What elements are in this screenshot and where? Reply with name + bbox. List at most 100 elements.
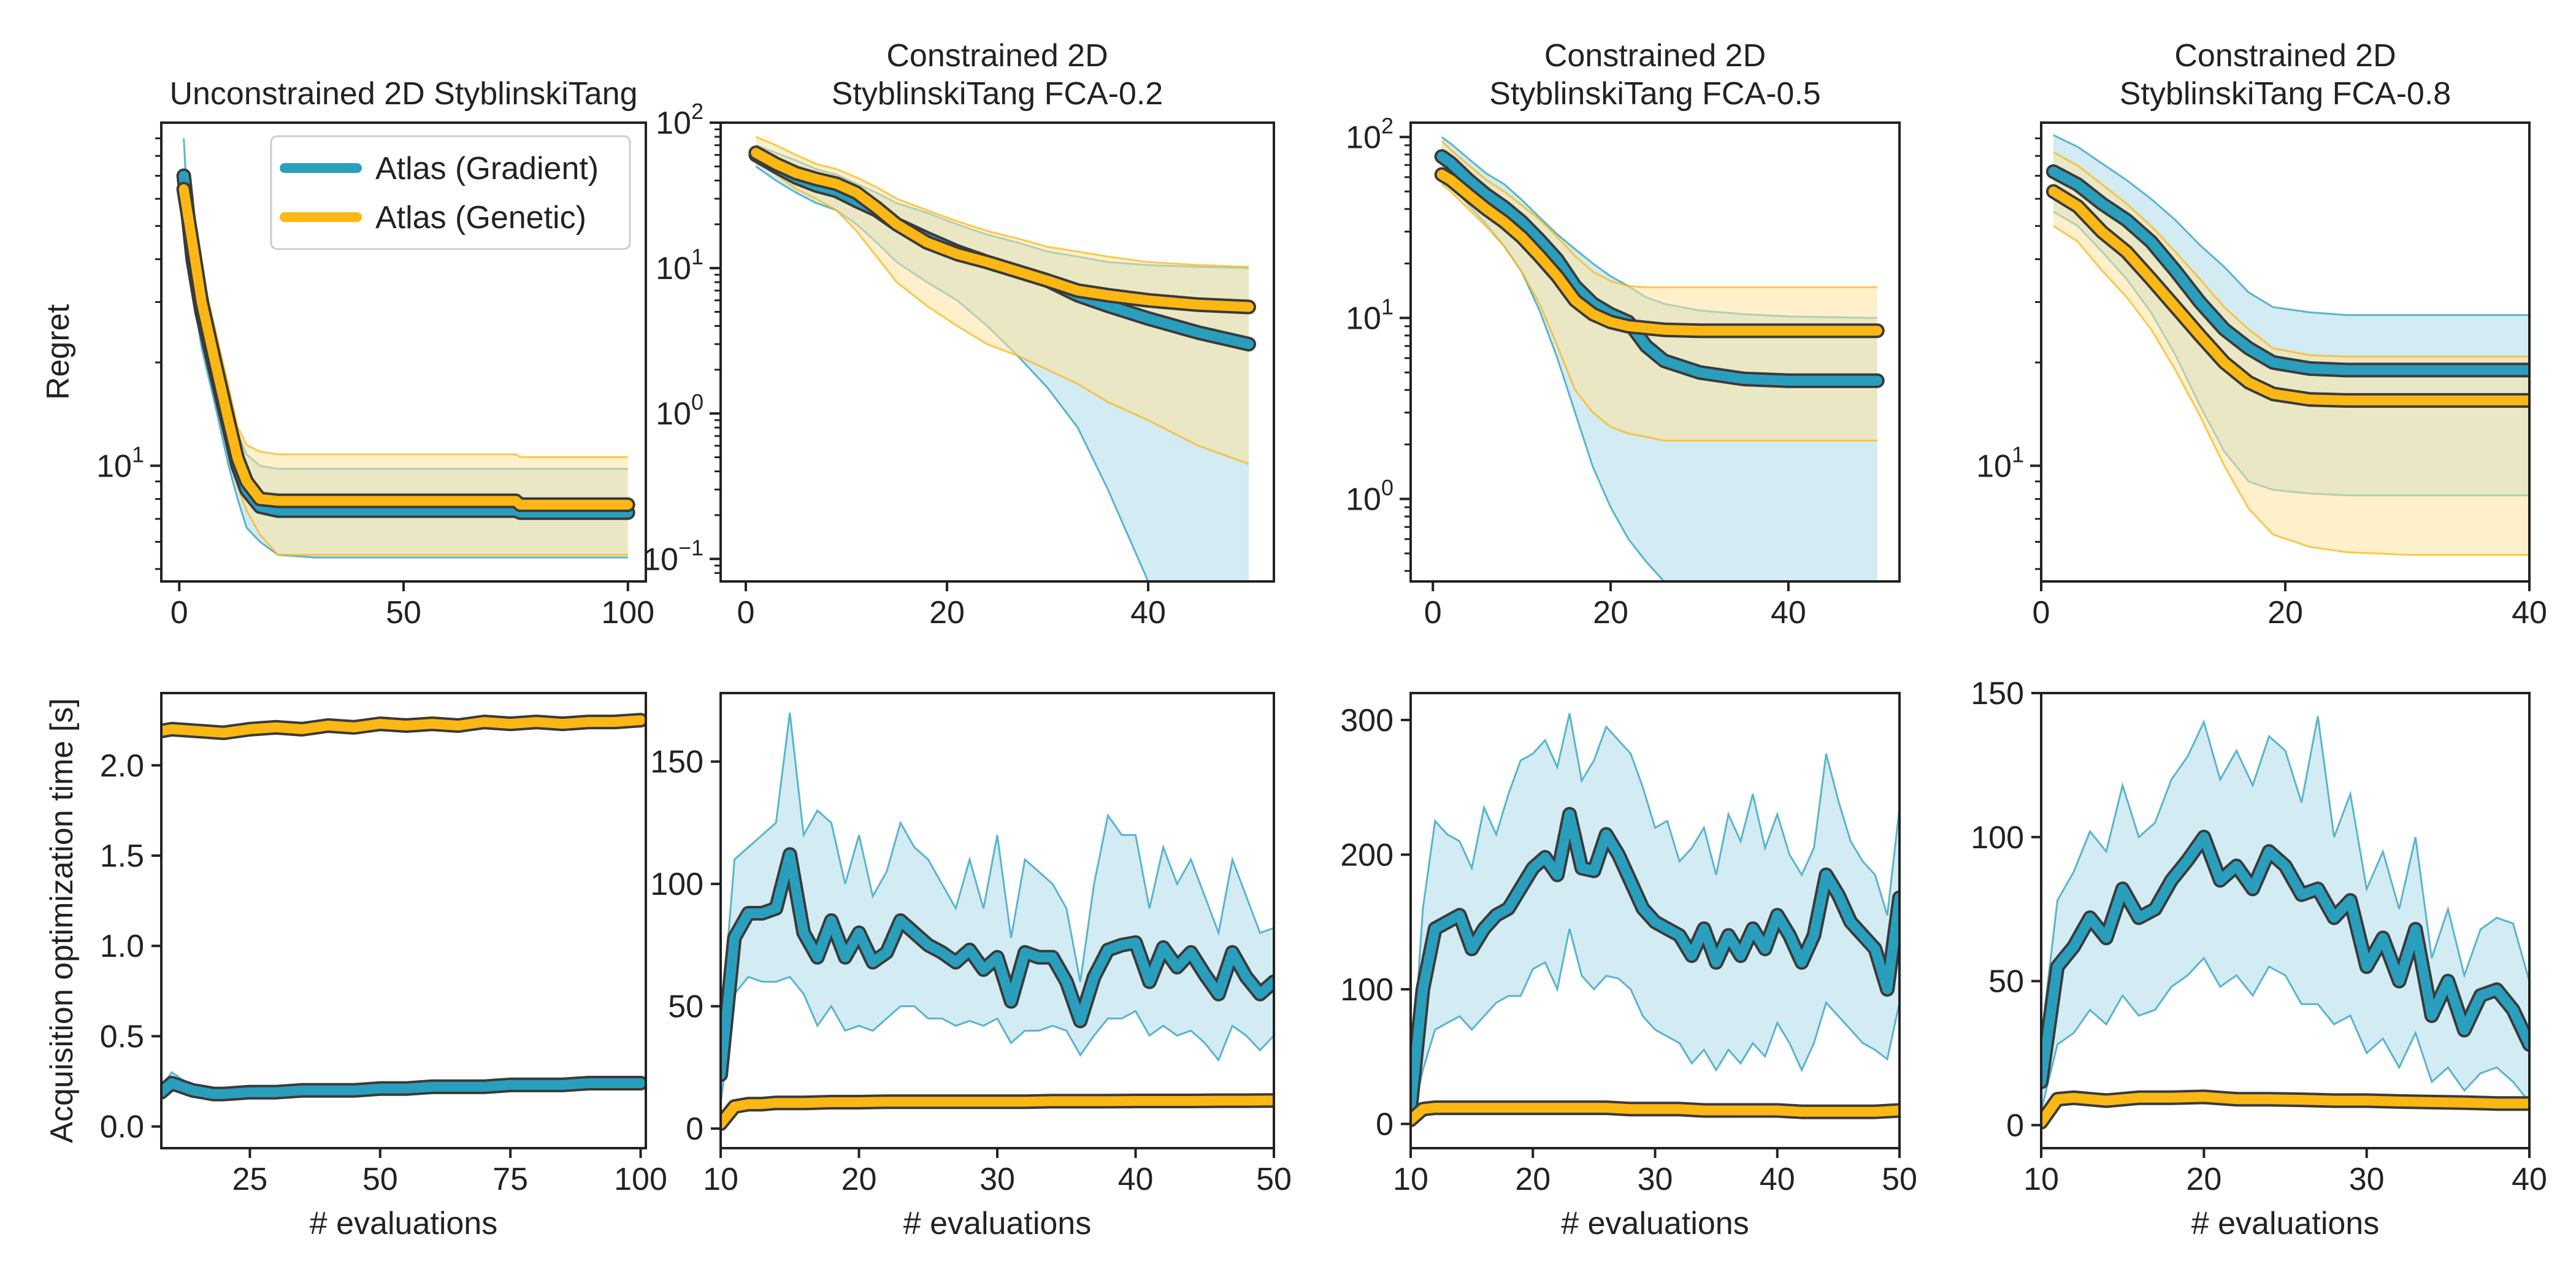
legend: Atlas (Gradient) Atlas (Genetic): [270, 135, 631, 250]
series-line-genetic: [751, 148, 1254, 312]
band-upper-edge: [1411, 713, 1899, 1091]
x-tick-label: 30: [1638, 1162, 1673, 1197]
x-tick-label: 40: [2512, 1162, 2547, 1197]
band-lower-edge: [721, 976, 1274, 1105]
y-tick-label: 50: [668, 989, 703, 1025]
y-tick-label: 101: [1346, 294, 1393, 336]
y-tick-label: 0.5: [100, 1019, 144, 1054]
series-line-gradient: [1411, 809, 1899, 1113]
y-tick-label: 100: [1346, 475, 1393, 517]
x-tick-label: 0: [737, 595, 755, 631]
x-tick-label: 40: [1771, 595, 1806, 631]
x-tick-label: 40: [1760, 1162, 1795, 1197]
y-axis-label: Acquisition optimization time [s]: [44, 698, 80, 1143]
subplot-7: 10 20 30 40 50 0 100 200 300 # evaluations: [1340, 692, 1917, 1241]
x-tick-label: 20: [841, 1162, 877, 1197]
subplot-title: StyblinskiTang FCA-0.2: [832, 76, 1163, 112]
subplot-title: Constrained 2D: [1544, 38, 1766, 74]
band-lower-edge: [1411, 928, 1899, 1124]
plot-area: [1434, 136, 1885, 581]
plot-area: [2045, 134, 2529, 556]
band-genetic: [1441, 140, 1877, 441]
band-genetic: [183, 175, 628, 555]
series-line-genetic: [161, 715, 646, 738]
band-upper-edge: [2053, 134, 2529, 316]
x-tick-label: 0: [2033, 595, 2050, 631]
subplot-3: 0 20 40 100 101 102 Constrained 2DStyblinskiTa…: [1346, 38, 1901, 631]
plot-area: [748, 136, 1256, 581]
y-tick-label: 100: [650, 867, 703, 902]
x-tick-label: 50: [362, 1162, 398, 1197]
subplot-2: 0 20 40 10−1 100 101 102 Constrained 2DStyblins…: [643, 38, 1275, 631]
band-genetic: [2053, 152, 2529, 555]
x-axis-label: # evaluations: [2191, 1206, 2379, 1241]
band-upper-edge: [2053, 151, 2529, 358]
series-line-genetic: [178, 184, 633, 510]
x-tick-label: 50: [1256, 1162, 1292, 1197]
band-gradient: [721, 712, 1274, 1105]
y-tick-label: 0: [1376, 1106, 1393, 1142]
subplot-title: StyblinskiTang FCA-0.5: [1489, 76, 1820, 112]
y-tick-label: 0: [2006, 1108, 2024, 1143]
band-gradient: [756, 145, 1249, 581]
subplot-1: 0 50 100 101 Unconstrained 2D StyblinskiTang…: [40, 76, 654, 631]
subplot-8: 10 20 30 40 0 50 100 150 # evaluations: [1971, 676, 2547, 1241]
y-tick-label: 300: [1340, 703, 1393, 738]
series-line-gradient: [2048, 166, 2529, 375]
band-lower-edge: [1441, 183, 1877, 442]
subplot-title: Unconstrained 2D StyblinskiTang: [169, 76, 637, 112]
x-axis-label: # evaluations: [1561, 1206, 1749, 1241]
legend-box: [270, 135, 631, 250]
y-tick-label: 0.0: [100, 1110, 144, 1145]
band-lower-edge: [755, 159, 1249, 465]
band-lower-edge: [2041, 956, 2529, 1111]
x-tick-label: 75: [493, 1162, 528, 1197]
band-upper-edge: [721, 712, 1274, 1031]
subplot-title: StyblinskiTang FCA-0.8: [2120, 76, 2451, 112]
x-tick-label: 30: [2349, 1162, 2385, 1197]
plot-area: [161, 713, 646, 1102]
axes-frame: [160, 692, 647, 1149]
plot-area: [721, 712, 1274, 1132]
y-tick-label: 102: [656, 99, 703, 141]
x-axis-label: # evaluations: [903, 1206, 1091, 1241]
y-tick-label: 100: [656, 389, 703, 432]
y-axis-label: Regret: [40, 304, 76, 400]
series-line-gradient: [2041, 832, 2529, 1087]
axes-frame: [1409, 121, 1901, 583]
y-tick-label: 150: [650, 745, 703, 780]
x-tick-label: 25: [232, 1162, 267, 1197]
x-tick-label: 20: [2186, 1162, 2221, 1197]
y-tick-label: 1.0: [100, 929, 144, 964]
band-lower-edge: [183, 138, 628, 559]
y-tick-label: 100: [1340, 972, 1393, 1008]
x-tick-label: 100: [614, 1162, 667, 1197]
band-gradient: [2041, 716, 2529, 1111]
band-lower-edge: [2053, 225, 2529, 556]
y-tick-label: 101: [1976, 442, 2024, 484]
x-tick-label: 20: [2267, 595, 2303, 631]
band-upper-edge: [1441, 140, 1877, 288]
y-tick-label: 102: [1346, 113, 1393, 155]
x-tick-label: 10: [2023, 1162, 2059, 1197]
series-line-genetic: [1436, 169, 1882, 336]
x-tick-label: 10: [1393, 1162, 1428, 1197]
y-tick-label: 101: [96, 442, 144, 484]
x-tick-label: 20: [1515, 1162, 1551, 1197]
series-line-genetic: [2041, 1092, 2529, 1127]
legend-label: Atlas (Gradient): [375, 151, 599, 186]
subplot-6: 10 20 30 40 50 0 50 100 150 # evaluations: [650, 692, 1292, 1241]
x-tick-label: 20: [1593, 595, 1628, 631]
x-tick-label: 100: [601, 595, 654, 631]
series-line-genetic: [2048, 186, 2529, 405]
band-upper-edge: [755, 136, 1249, 268]
y-tick-label: 101: [656, 244, 703, 286]
y-tick-label: 50: [1988, 964, 2024, 1000]
band-upper-edge: [2041, 716, 2529, 1039]
subplot-5: 25 50 75 100 0.0 0.5 1.0 1.5 2.0 # evaluations Acq…: [44, 692, 667, 1241]
series-line-genetic: [1411, 1103, 1899, 1125]
x-tick-label: 10: [703, 1162, 738, 1197]
series-line-gradient: [1436, 151, 1882, 386]
